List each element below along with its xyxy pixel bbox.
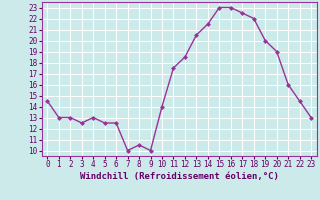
- X-axis label: Windchill (Refroidissement éolien,°C): Windchill (Refroidissement éolien,°C): [80, 172, 279, 181]
